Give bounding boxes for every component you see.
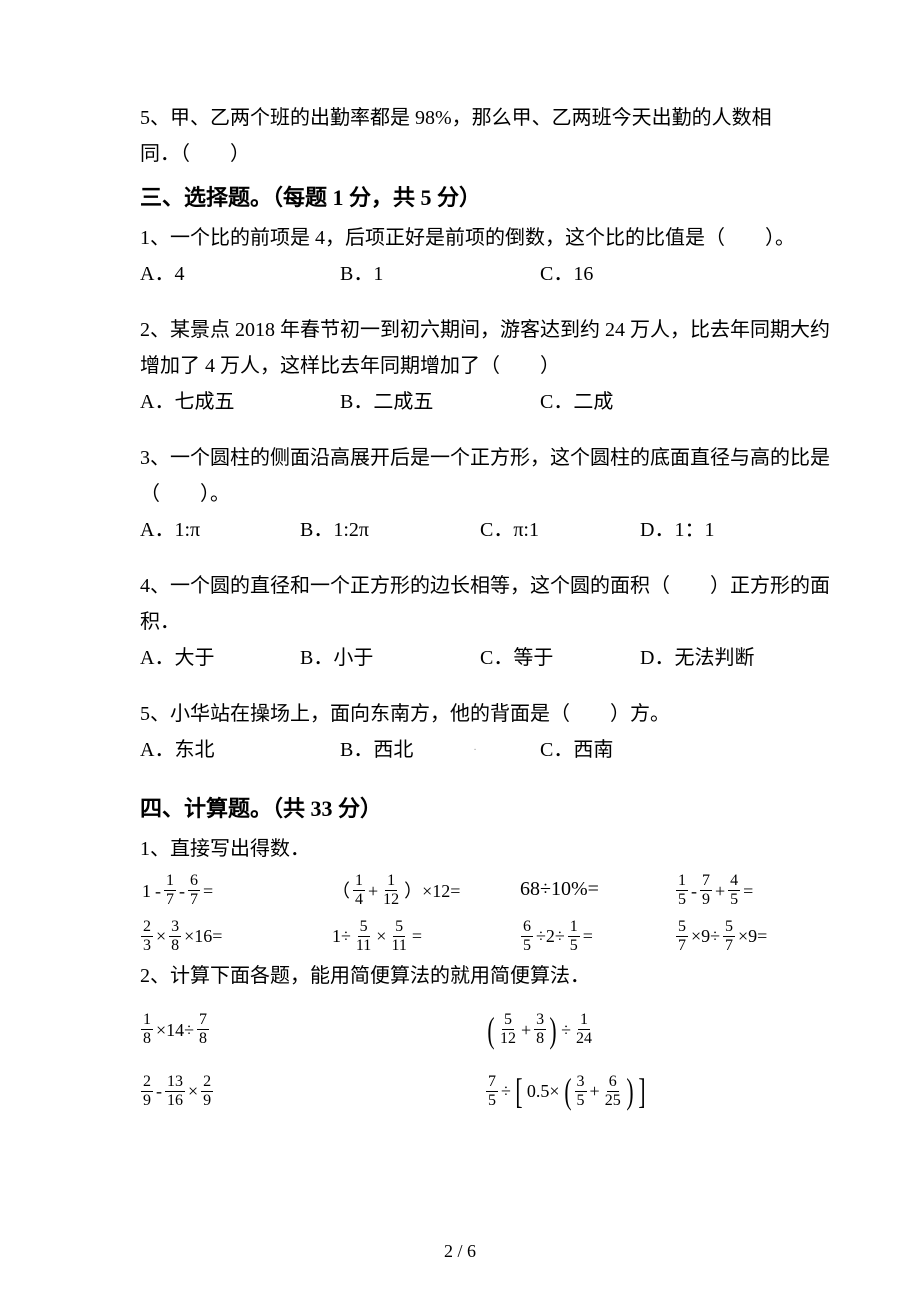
- s4-sub1-label: 1、直接写出得数．: [140, 831, 780, 867]
- s3-q3: 3、一个圆柱的侧面沿高展开后是一个正方形，这个圆柱的底面直径与高的比是 （ ）。…: [140, 440, 780, 548]
- s3-q3-optB: B．1:2π: [300, 512, 480, 548]
- s4-heading: 四、计算题。（共 33 分）: [140, 789, 780, 829]
- s3-q2-stem2: 增加了 4 万人，这样比去年同期增加了（ ）: [140, 348, 780, 384]
- s4-c2r2-right: 75÷[0.5×(35+625)]: [485, 1064, 780, 1117]
- s3-q3-optC: C．π:1: [480, 512, 640, 548]
- s3-q5-optA: A．东北: [140, 732, 340, 769]
- s4-calc1-row2: 23×38×16= 1÷511×511= 65÷2÷15= 57×9÷57×9=: [140, 913, 780, 958]
- s4-c2r2-left: 29-1316×29: [140, 1064, 485, 1117]
- s4-calc1-row1: 1-17-67= （14+112）×12= 68÷10%= 15-79+45=: [140, 867, 780, 912]
- s3-q2-optB: B．二成五: [340, 384, 540, 420]
- s3-q3-optA: A．1:π: [140, 512, 300, 548]
- s3-q3-opts: A．1:π B．1:2π C．π:1 D．1：1: [140, 512, 780, 548]
- s4-r2-c1: 23×38×16=: [140, 913, 330, 958]
- s3-q3-stem1: 3、一个圆柱的侧面沿高展开后是一个正方形，这个圆柱的底面直径与高的比是: [140, 440, 780, 476]
- s4-r2-c2: 1÷511×511=: [330, 913, 520, 958]
- s4-r1-c3: 68÷10%=: [520, 867, 675, 912]
- s3-q1-stem: 1、一个比的前项是 4，后项正好是前项的倒数，这个比的比值是（ ）。: [140, 220, 780, 256]
- s4-r1-c1: 1-17-67=: [140, 867, 330, 912]
- s3-q2-optA: A．七成五: [140, 384, 340, 420]
- s3-q1-optB: B．1: [340, 256, 540, 292]
- s3-q1: 1、一个比的前项是 4，后项正好是前项的倒数，这个比的比值是（ ）。 A．4 B…: [140, 220, 780, 292]
- s3-q5-stem: 5、小华站在操场上，面向东南方，他的背面是（ ）方。: [140, 696, 780, 732]
- s3-q5-optB: B．西北·: [340, 732, 540, 769]
- page-number: 2 / 6: [0, 1241, 920, 1262]
- separator-dot: ·: [473, 733, 476, 769]
- s3-q4-optB: B．小于: [300, 640, 480, 676]
- s4-r2-c4: 57×9÷57×9=: [675, 913, 780, 958]
- s3-heading: 三、选择题。（每题 1 分，共 5 分）: [140, 178, 780, 218]
- s3-q5-opts: A．东北 B．西北· C．西南: [140, 732, 780, 769]
- s3-q4-stem2: 积．: [140, 604, 780, 640]
- s3-q3-optD: D．1：1: [640, 512, 780, 548]
- s3-q2: 2、某景点 2018 年春节初一到初六期间，游客达到约 24 万人，比去年同期大…: [140, 312, 780, 420]
- s3-q4-opts: A．大于 B．小于 C．等于 D．无法判断: [140, 640, 780, 676]
- s2-q5-line1: 5、甲、乙两个班的出勤率都是 98%，那么甲、乙两班今天出勤的人数相: [140, 100, 780, 136]
- s3-q1-optA: A．4: [140, 256, 340, 292]
- s3-q2-stem1: 2、某景点 2018 年春节初一到初六期间，游客达到约 24 万人，比去年同期大…: [140, 312, 780, 348]
- s3-q2-optC: C．二成: [540, 384, 710, 420]
- s4-r2-c3: 65÷2÷15=: [520, 913, 675, 958]
- s3-q1-opts: A．4 B．1 C．16: [140, 256, 780, 292]
- s4-calc2-row1: 18×14÷78 (512+38)÷124: [140, 1002, 780, 1055]
- s3-q5-optC: C．西南: [540, 732, 710, 769]
- s3-q4: 4、一个圆的直径和一个正方形的边长相等，这个圆的面积（ ）正方形的面 积． A．…: [140, 568, 780, 676]
- s4-c2r1-left: 18×14÷78: [140, 1002, 485, 1055]
- s4-calc2-row2: 29-1316×29 75÷[0.5×(35+625)]: [140, 1064, 780, 1117]
- s4-r1-c4: 15-79+45=: [675, 867, 780, 912]
- s3-q3-stem2: （ ）。: [140, 476, 780, 512]
- s3-q4-stem1: 4、一个圆的直径和一个正方形的边长相等，这个圆的面积（ ）正方形的面: [140, 568, 780, 604]
- s4-r1-c2: （14+112）×12=: [330, 867, 520, 912]
- s3-q4-optC: C．等于: [480, 640, 640, 676]
- s4-c2r1-right: (512+38)÷124: [485, 1002, 780, 1055]
- s3-q5: 5、小华站在操场上，面向东南方，他的背面是（ ）方。 A．东北 B．西北· C．…: [140, 696, 780, 769]
- s3-q2-opts: A．七成五 B．二成五 C．二成: [140, 384, 780, 420]
- s3-q4-optA: A．大于: [140, 640, 300, 676]
- s2-q5-line2: 同．（ ）: [140, 136, 780, 172]
- s3-q4-optD: D．无法判断: [640, 640, 780, 676]
- s4-sub2-label: 2、计算下面各题，能用简便算法的就用简便算法．: [140, 958, 780, 994]
- s3-q1-optC: C．16: [540, 256, 710, 292]
